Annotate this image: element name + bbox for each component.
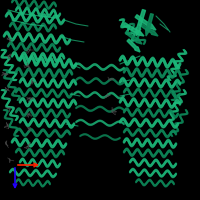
Polygon shape (139, 23, 158, 36)
Polygon shape (136, 10, 146, 36)
Polygon shape (127, 39, 140, 52)
Polygon shape (135, 15, 156, 30)
Polygon shape (123, 23, 144, 36)
Polygon shape (146, 14, 153, 36)
Polygon shape (125, 31, 142, 44)
